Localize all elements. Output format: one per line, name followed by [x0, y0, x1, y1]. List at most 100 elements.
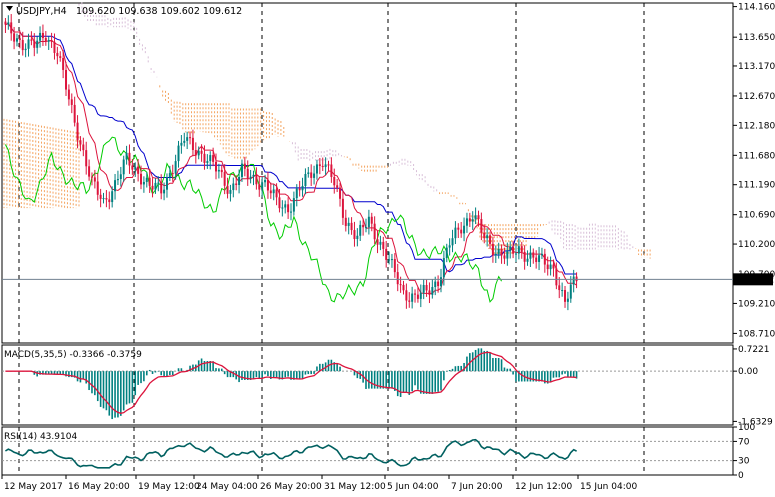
- candle-body: [122, 159, 125, 175]
- candle-body: [252, 174, 255, 177]
- candle-body: [390, 259, 393, 261]
- candle-body: [220, 169, 223, 173]
- candle-body: [174, 161, 177, 174]
- candle-body: [76, 122, 79, 141]
- candle-body: [10, 22, 13, 34]
- candle-body: [137, 166, 140, 174]
- candle-body: [396, 272, 399, 285]
- candle-body: [315, 164, 318, 174]
- candle-body: [13, 33, 16, 42]
- price-tick-label: 111.680: [738, 151, 775, 161]
- candle-body: [321, 165, 324, 168]
- candle-body: [419, 292, 422, 299]
- candle-body: [422, 284, 425, 293]
- candle-body: [491, 243, 494, 256]
- candle-body: [336, 185, 339, 188]
- candle-body: [301, 185, 304, 191]
- candle-body: [379, 241, 382, 245]
- candle-body: [457, 227, 460, 230]
- candle-body: [105, 198, 108, 200]
- candle-body: [134, 166, 137, 170]
- candle-body: [281, 207, 284, 209]
- macd-tick-label: 0.7221: [738, 345, 770, 355]
- candlestick-series: [4, 14, 578, 311]
- candle-body: [246, 168, 249, 179]
- time-tick-label: 12 Jun 12:00: [515, 482, 572, 492]
- candle-body: [4, 21, 7, 25]
- candle-body: [514, 253, 517, 255]
- candle-body: [41, 32, 44, 39]
- candle-body: [108, 199, 111, 203]
- candle-body: [503, 255, 506, 259]
- candle-body: [445, 247, 448, 259]
- candle-body: [7, 22, 10, 25]
- candle-body: [278, 197, 281, 209]
- candle-body: [183, 140, 186, 143]
- candle-body: [292, 198, 295, 212]
- candle-body: [474, 215, 477, 220]
- candle-body: [102, 198, 105, 200]
- time-tick-label: 12 May 2017: [4, 482, 63, 492]
- candle-body: [523, 251, 526, 262]
- candle-body: [517, 246, 520, 254]
- candle-body: [327, 164, 330, 166]
- candle-body: [324, 164, 327, 168]
- candle-body: [290, 211, 292, 213]
- candle-body: [532, 252, 535, 258]
- candle-body: [344, 217, 347, 226]
- candle-body: [128, 152, 131, 166]
- candle-body: [552, 264, 555, 269]
- candle-body: [370, 216, 373, 224]
- candle-body: [465, 218, 468, 226]
- candle-body: [125, 152, 128, 160]
- candle-body: [304, 174, 307, 186]
- price-tick-label: 113.650: [738, 33, 775, 43]
- candle-body: [526, 258, 529, 262]
- macd-tick-label: 0.00: [738, 367, 758, 377]
- candle-body: [157, 182, 160, 184]
- candle-body: [131, 165, 134, 170]
- dropdown-triangle-icon[interactable]: [6, 6, 13, 11]
- candle-body: [21, 39, 24, 51]
- candle-body: [500, 249, 503, 256]
- candle-body: [341, 198, 344, 218]
- candle-body: [318, 164, 321, 166]
- candle-body: [85, 150, 88, 167]
- macd-label: MACD(5,35,5) -0.3366 -0.3759: [4, 350, 142, 360]
- candle-body: [189, 137, 192, 139]
- symbol-label: USDJPY,H4: [16, 6, 67, 17]
- rsi-panel: [2, 438, 733, 469]
- candle-body: [119, 174, 122, 180]
- candle-body: [425, 284, 428, 291]
- candle-body: [468, 218, 471, 222]
- candle-body: [431, 287, 434, 295]
- candle-body: [264, 180, 267, 183]
- candle-body: [362, 224, 365, 228]
- candle-body: [90, 176, 93, 178]
- candle-body: [27, 39, 30, 49]
- ichimoku-lines: [4, 22, 577, 303]
- candle-body: [212, 155, 215, 162]
- candle-body: [151, 185, 154, 190]
- candle-body: [186, 137, 189, 141]
- candle-body: [561, 290, 564, 292]
- candle-body: [275, 189, 278, 198]
- candle-body: [96, 181, 99, 195]
- candle-body: [284, 204, 287, 208]
- candle-body: [411, 293, 414, 302]
- current-price-label: 109.612: [737, 275, 774, 285]
- candle-body: [165, 177, 168, 190]
- rsi-tick-label: 100: [738, 423, 755, 433]
- candle-body: [428, 290, 431, 295]
- price-tick-label: 111.190: [738, 181, 775, 191]
- panel-frame: [1, 344, 734, 426]
- candle-body: [385, 248, 388, 260]
- candle-body: [33, 40, 36, 48]
- candle-body: [356, 235, 359, 240]
- candle-body: [200, 150, 203, 154]
- candle-body: [67, 89, 70, 100]
- candle-body: [39, 32, 42, 41]
- rsi-tick-label: 30: [738, 457, 750, 467]
- candle-body: [402, 284, 405, 291]
